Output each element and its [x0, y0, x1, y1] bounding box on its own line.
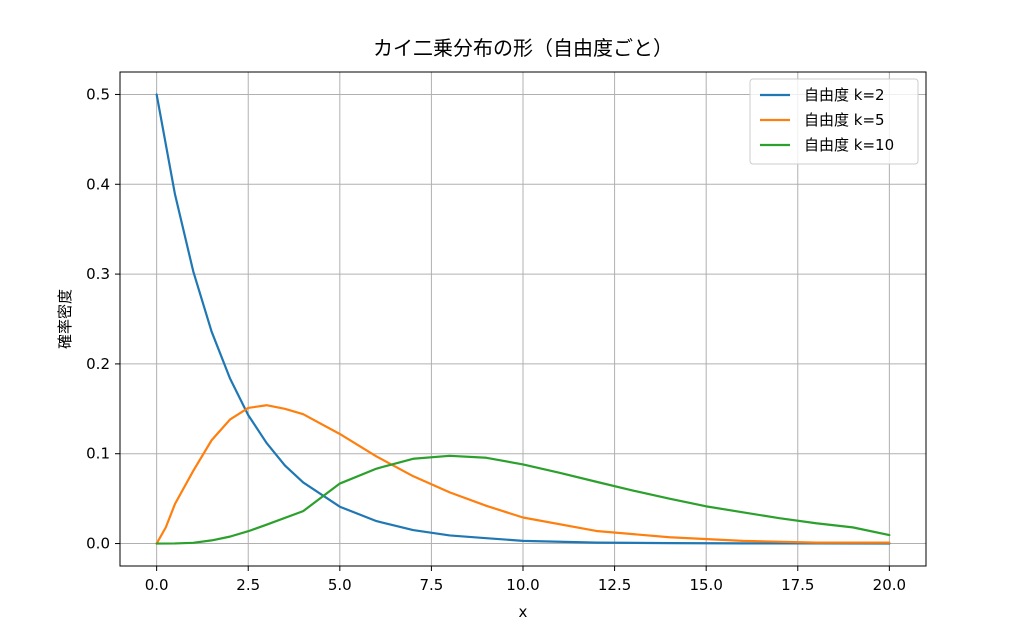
y-tick-label: 0.1 [86, 445, 110, 463]
y-tick-label: 0.5 [86, 85, 110, 103]
x-tick-label: 15.0 [689, 576, 722, 594]
x-tick-label: 20.0 [873, 576, 906, 594]
series-layer [155, 93, 891, 545]
y-tick-label: 0.2 [86, 355, 110, 373]
x-tick-label: 2.5 [236, 576, 260, 594]
x-tick-label: 7.5 [419, 576, 443, 594]
x-tick-label: 5.0 [328, 576, 352, 594]
legend-label: 自由度 k=10 [804, 136, 894, 154]
legend-box [749, 78, 919, 165]
x-tick-label: 12.5 [598, 576, 631, 594]
x-tick-label: 10.0 [506, 576, 539, 594]
y-tick-label: 0.3 [86, 265, 110, 283]
y-axis-label: 確率密度 [56, 289, 74, 349]
series-line-1 [155, 93, 891, 545]
legend-label: 自由度 k=5 [804, 111, 885, 129]
x-axis: 0.0 2.5 5.0 7.5 10.0 12.5 15.0 17.5 20.0 [145, 566, 906, 594]
chart-title: カイ二乗分布の形（自由度ごと） [373, 36, 673, 60]
x-tick-label: 17.5 [781, 576, 814, 594]
legend: 自由度 k=2 自由度 k=5 自由度 k=10 [749, 78, 919, 165]
y-tick-label: 0.4 [86, 175, 110, 193]
legend-label: 自由度 k=2 [804, 86, 885, 104]
x-axis-label: x [519, 603, 528, 621]
y-tick-label: 0.0 [86, 535, 110, 553]
y-axis: 0.0 0.1 0.2 0.3 0.4 0.5 [86, 85, 120, 553]
x-tick-label: 0.0 [145, 576, 169, 594]
series-line-2 [155, 404, 891, 545]
series-line-3 [155, 454, 891, 545]
